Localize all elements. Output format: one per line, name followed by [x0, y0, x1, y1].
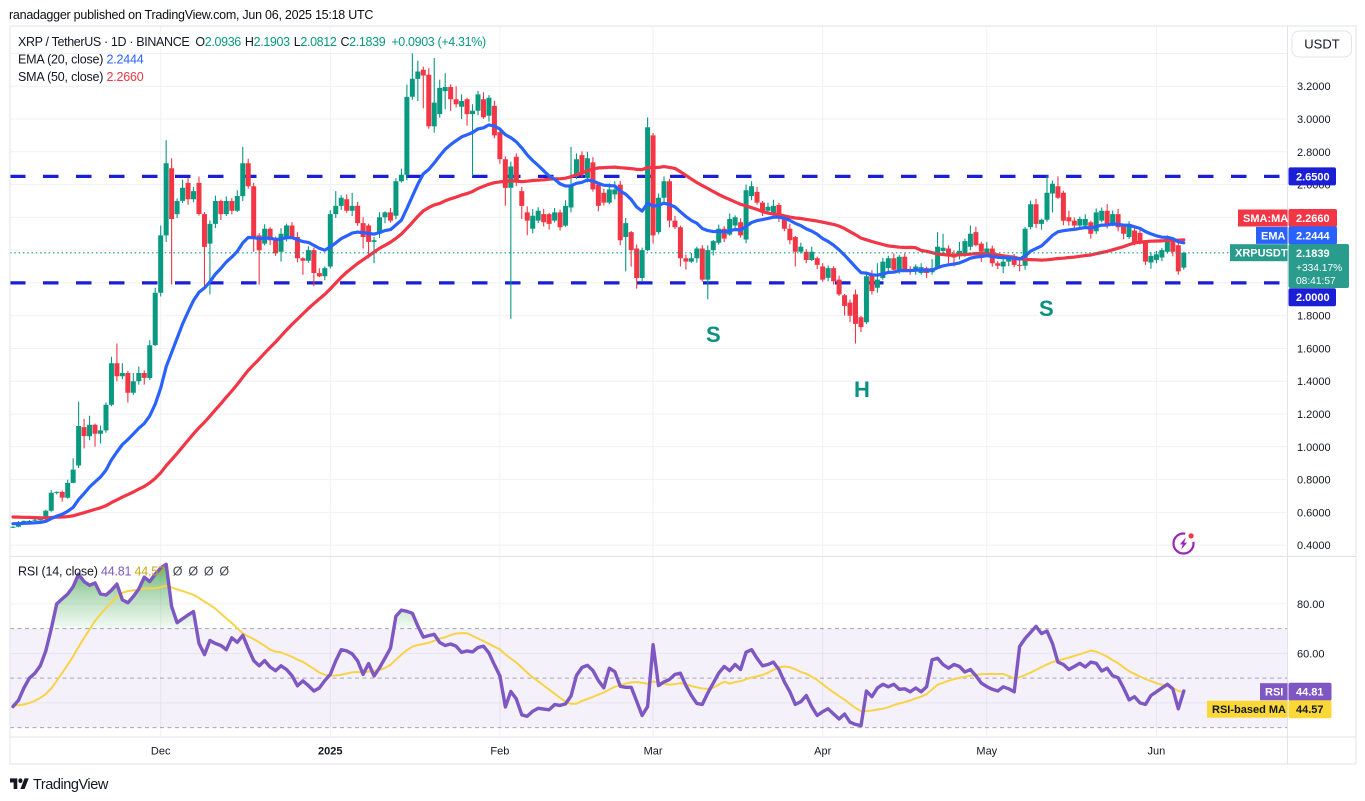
svg-text:1.4000: 1.4000: [1297, 376, 1331, 388]
svg-text:2.6500: 2.6500: [1296, 171, 1330, 183]
svg-text:TradingView: TradingView: [33, 777, 109, 793]
svg-text:1.8000: 1.8000: [1297, 311, 1331, 323]
svg-text:2025: 2025: [318, 746, 342, 758]
svg-text:Jun: Jun: [1148, 746, 1166, 758]
svg-text:2.8000: 2.8000: [1297, 147, 1331, 159]
svg-text:Mar: Mar: [644, 746, 663, 758]
svg-text:May: May: [976, 746, 997, 758]
svg-text:44.81: 44.81: [1296, 687, 1324, 699]
svg-text:Apr: Apr: [814, 746, 831, 758]
svg-text:S: S: [706, 322, 721, 347]
svg-text:+334.17%: +334.17%: [1296, 263, 1342, 274]
svg-text:80.00: 80.00: [1297, 599, 1325, 611]
svg-text:Dec: Dec: [151, 746, 171, 758]
svg-text:Feb: Feb: [490, 746, 509, 758]
svg-text:2.1839: 2.1839: [1296, 248, 1330, 260]
svg-text:S: S: [1039, 296, 1054, 321]
svg-text:60.00: 60.00: [1297, 648, 1325, 660]
svg-text:1.0000: 1.0000: [1297, 442, 1331, 454]
svg-text:EMA (20, close) 2.2444: EMA (20, close) 2.2444: [18, 53, 144, 67]
svg-text:SMA (50, close) 2.2660: SMA (50, close) 2.2660: [18, 70, 144, 84]
svg-text:0.4000: 0.4000: [1297, 540, 1331, 552]
svg-text:3.0000: 3.0000: [1297, 114, 1331, 126]
svg-text:H: H: [854, 377, 870, 402]
svg-text:2.2660: 2.2660: [1296, 213, 1330, 225]
svg-text:2.0000: 2.0000: [1296, 292, 1330, 304]
svg-text:0.8000: 0.8000: [1297, 475, 1331, 487]
svg-text:USDT: USDT: [1304, 37, 1339, 52]
svg-text:SMA:MA: SMA:MA: [1243, 213, 1288, 225]
svg-text:RSI-based MA: RSI-based MA: [1212, 704, 1286, 716]
svg-text:08:41:57: 08:41:57: [1296, 276, 1336, 287]
svg-text:1.6000: 1.6000: [1297, 344, 1331, 356]
svg-text:44.57: 44.57: [1296, 704, 1324, 716]
svg-text:0.6000: 0.6000: [1297, 507, 1331, 519]
svg-text:3.2000: 3.2000: [1297, 81, 1331, 93]
svg-text:XRPUSDT: XRPUSDT: [1235, 248, 1288, 260]
svg-text:2.2444: 2.2444: [1296, 230, 1331, 242]
svg-text:RSI: RSI: [1265, 687, 1283, 699]
svg-text:EMA: EMA: [1261, 230, 1286, 242]
svg-text:1.2000: 1.2000: [1297, 409, 1331, 421]
svg-text:ranadagger published on Tradin: ranadagger published on TradingView.com,…: [9, 8, 373, 22]
